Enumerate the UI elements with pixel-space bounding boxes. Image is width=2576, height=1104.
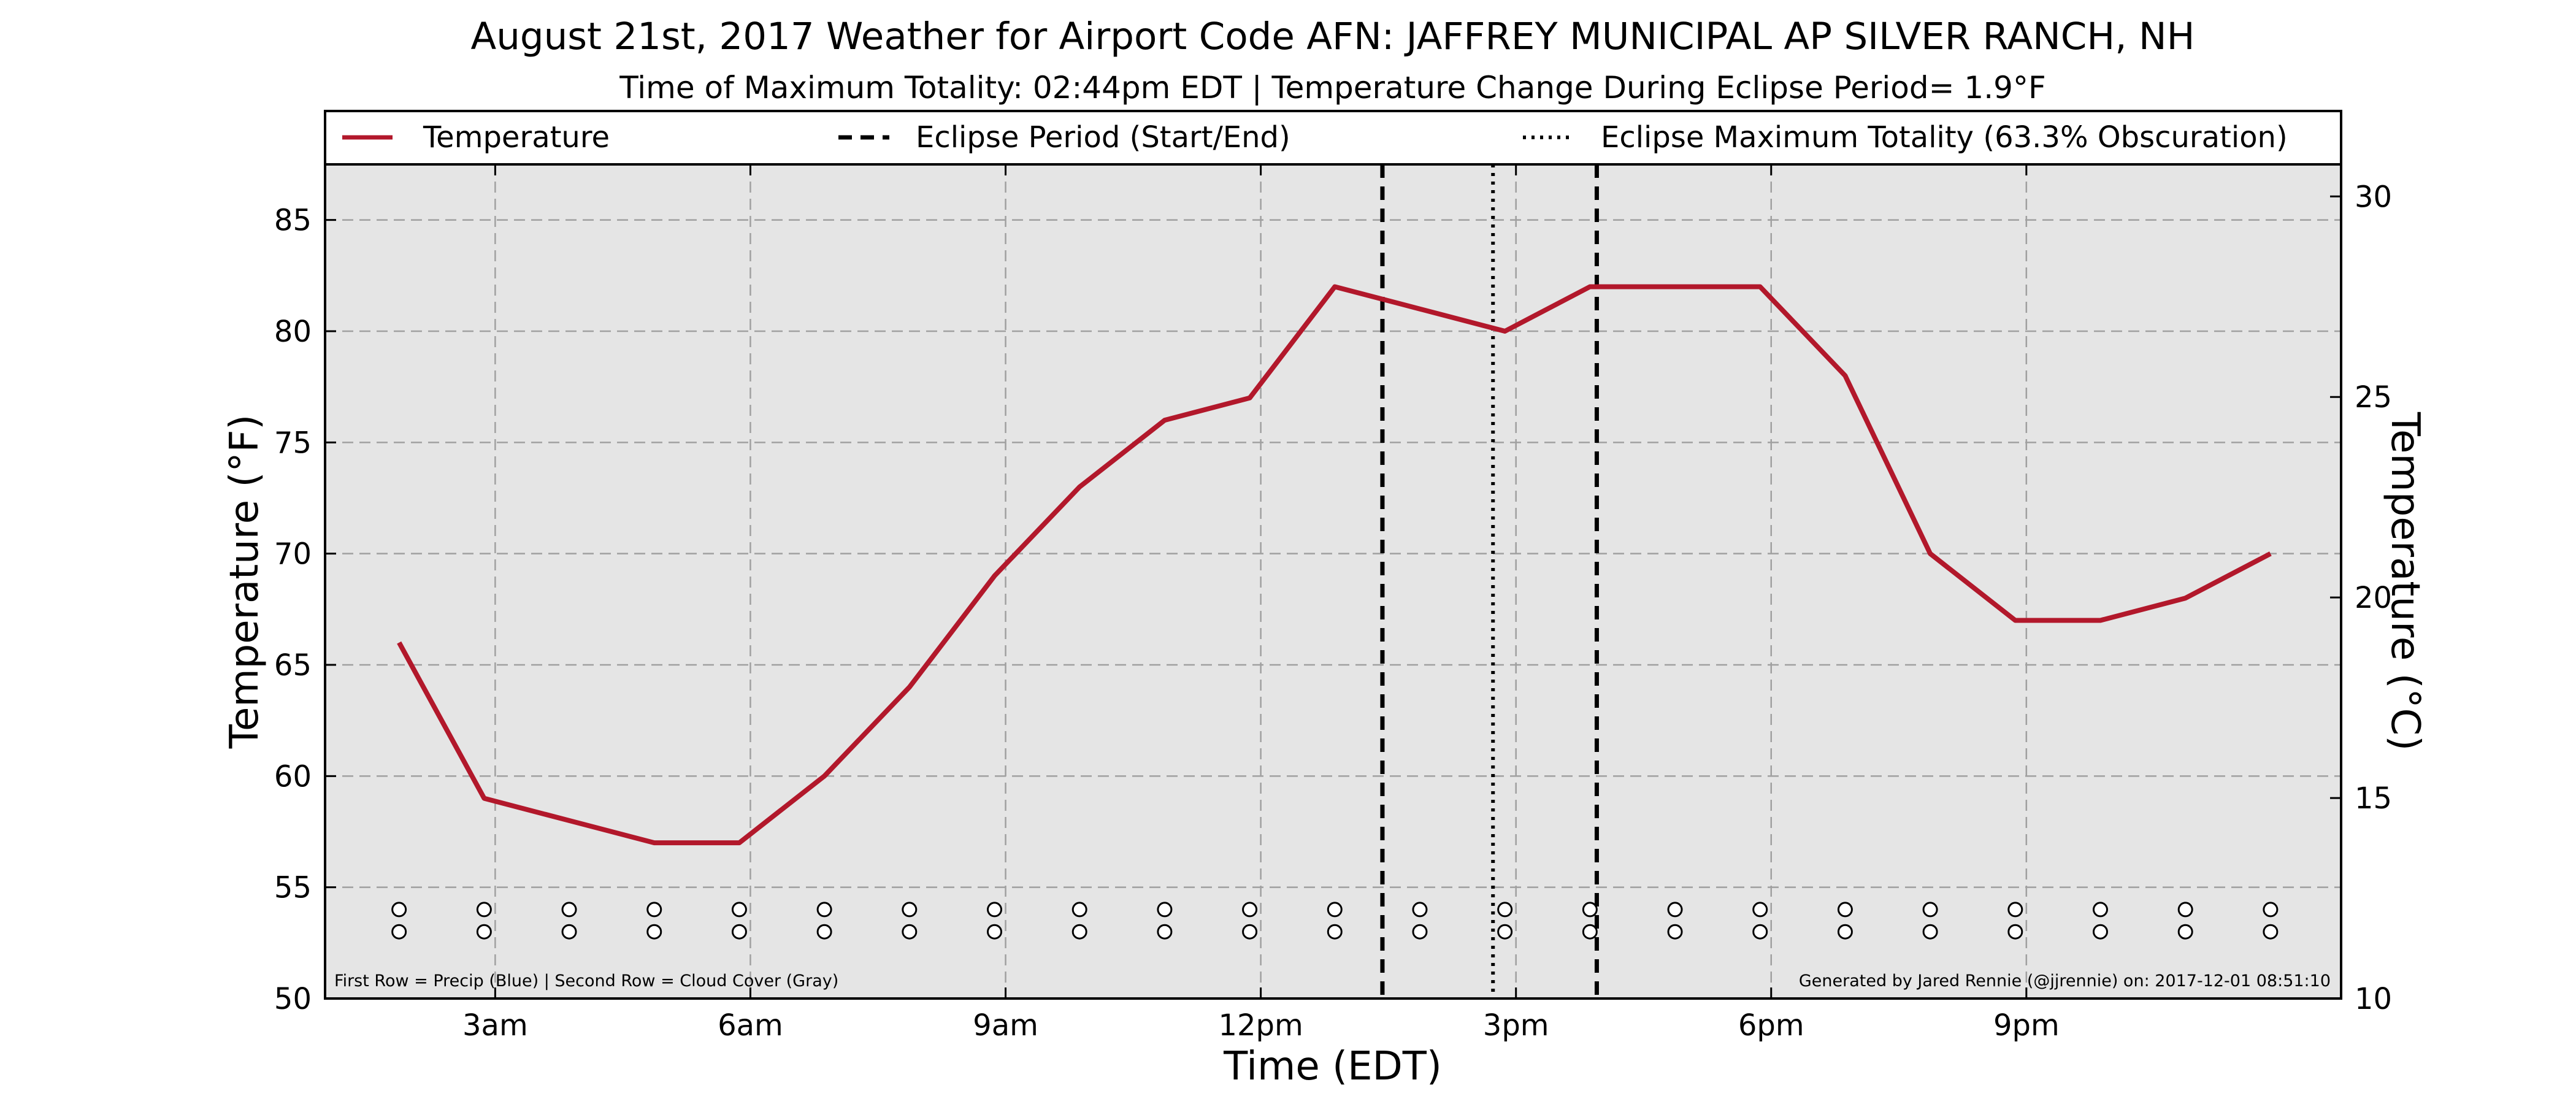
precip-marker (1667, 902, 1683, 918)
cloud-cover-marker (1327, 924, 1343, 940)
x-axis-label: Time (EDT) (1223, 1044, 1442, 1089)
x-tick-label: 6am (718, 1008, 783, 1043)
precip-marker (476, 902, 492, 918)
cloud-cover-marker (1582, 924, 1598, 940)
precip-marker (1497, 902, 1513, 918)
precip-marker (731, 902, 747, 918)
precip-marker (2177, 902, 2193, 918)
precip-marker (1922, 902, 1938, 918)
y-right-tick-label: 25 (2355, 380, 2392, 415)
precip-marker (2263, 902, 2279, 918)
cloud-cover-marker (1242, 924, 1258, 940)
y-tick-label: 80 (274, 315, 312, 349)
x-tick-label: 6pm (1738, 1008, 1804, 1043)
y-tick-label: 60 (274, 759, 312, 794)
cloud-cover-marker (1071, 924, 1087, 940)
precip-marker (1157, 902, 1173, 918)
gridlines (325, 164, 2341, 999)
x-tick-label: 3am (462, 1008, 528, 1043)
cloud-cover-marker (731, 924, 747, 940)
footnote-right: Generated by Jared Rennie (@jjrennie) on… (1799, 972, 2331, 991)
y-right-tick-label: 10 (2355, 982, 2392, 1016)
y-tick-label: 55 (274, 871, 312, 905)
precip-marker (391, 902, 407, 918)
y-tick-label: 65 (274, 648, 312, 683)
precip-marker (2007, 902, 2023, 918)
y-tick-label: 85 (274, 204, 312, 238)
chart-subtitle: Time of Maximum Totality: 02:44pm EDT | … (619, 70, 2045, 105)
marker-rows (391, 902, 2279, 940)
y-right-tick-label: 15 (2355, 781, 2392, 816)
y-tick-label: 75 (274, 426, 312, 460)
precip-marker (646, 902, 662, 918)
legend-label-eclipse-period: Eclipse Period (Start/End) (916, 120, 1290, 155)
precip-marker (987, 902, 1003, 918)
precip-marker (1242, 902, 1258, 918)
cloud-cover-marker (476, 924, 492, 940)
legend-label-temperature: Temperature (423, 120, 610, 155)
y-axis-label-right: Temperature (°C) (2382, 412, 2428, 751)
plot-background (325, 164, 2341, 999)
y-axis-label-left: Temperature (°F) (222, 415, 267, 749)
chart-title: August 21st, 2017 Weather for Airport Co… (470, 15, 2195, 58)
plot-frame (324, 163, 2342, 1000)
y-tick-label: 50 (274, 982, 312, 1016)
cloud-cover-marker (1667, 924, 1683, 940)
cloud-cover-marker (1497, 924, 1513, 940)
cloud-cover-marker (1157, 924, 1173, 940)
eclipse-lines (1380, 164, 1599, 999)
precip-marker (1327, 902, 1343, 918)
legend-frame (324, 110, 2342, 166)
precip-marker (816, 902, 832, 918)
series-line-temperature (397, 284, 2272, 846)
y-right-tick-label: 20 (2355, 581, 2392, 615)
legend: Temperature Eclipse Period (Start/End) E… (324, 110, 2342, 166)
x-tick-label: 9pm (1993, 1008, 2060, 1043)
x-tick-label: 3pm (1483, 1008, 1549, 1043)
cloud-cover-marker (2177, 924, 2193, 940)
x-tick-label: 12pm (1218, 1008, 1303, 1043)
precip-marker (1412, 902, 1428, 918)
cloud-cover-marker (561, 924, 577, 940)
axis-ticks: 3am 6am 9am 12pm 3pm 6pm 9pm 50 55 60 65 70 75 80 85 10… (274, 164, 2392, 1043)
cloud-cover-marker (1922, 924, 1938, 940)
series-layer (397, 284, 2272, 846)
cloud-cover-marker (1752, 924, 1768, 940)
cloud-cover-marker (816, 924, 832, 940)
footnote-left: First Row = Precip (Blue) | Second Row =… (334, 972, 838, 991)
precip-marker (2093, 902, 2109, 918)
x-tick-label: 9am (973, 1008, 1038, 1043)
precip-marker (1582, 902, 1598, 918)
cloud-cover-marker (646, 924, 662, 940)
cloud-cover-marker (1412, 924, 1428, 940)
y-tick-label: 70 (274, 537, 312, 572)
precip-marker (1071, 902, 1087, 918)
precip-marker (902, 902, 918, 918)
legend-label-max-totality: Eclipse Maximum Totality (63.3% Obscurat… (1601, 120, 2288, 155)
cloud-cover-marker (2263, 924, 2279, 940)
precip-marker (561, 902, 577, 918)
cloud-cover-marker (987, 924, 1003, 940)
cloud-cover-marker (391, 924, 407, 940)
precip-marker (1837, 902, 1853, 918)
y-right-tick-label: 30 (2355, 180, 2392, 214)
cloud-cover-marker (2007, 924, 2023, 940)
cloud-cover-marker (1837, 924, 1853, 940)
cloud-cover-marker (902, 924, 918, 940)
precip-marker (1752, 902, 1768, 918)
cloud-cover-marker (2093, 924, 2109, 940)
